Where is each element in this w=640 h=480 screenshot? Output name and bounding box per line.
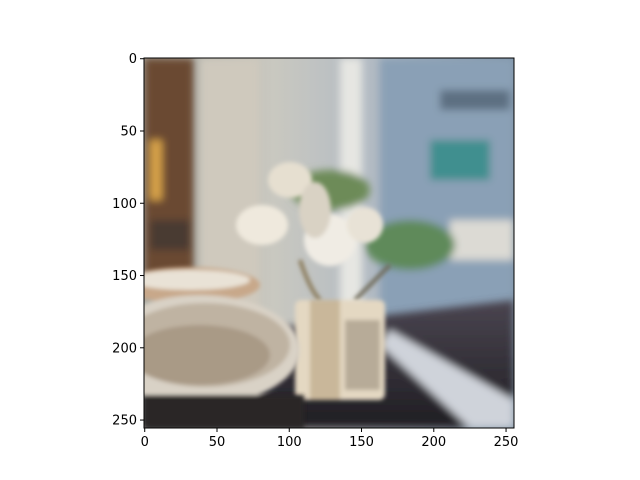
x-tick-label: 200 bbox=[421, 435, 446, 450]
x-tick-label: 0 bbox=[141, 435, 149, 450]
y-tick-label: 200 bbox=[112, 341, 137, 356]
x-tick-label: 50 bbox=[209, 435, 226, 450]
axes-frame bbox=[143, 57, 515, 429]
y-tick-label: 50 bbox=[120, 124, 137, 139]
image-content bbox=[144, 58, 514, 428]
y-tick-label: 150 bbox=[112, 269, 137, 284]
x-axis-ticks: 0 50 100 150 200 250 bbox=[141, 428, 519, 450]
y-tick-label: 100 bbox=[112, 197, 137, 212]
x-tick-label: 100 bbox=[277, 435, 302, 450]
y-tick-label: 0 bbox=[129, 52, 137, 67]
y-axis-ticks: 0 50 100 150 200 250 bbox=[112, 52, 144, 429]
x-tick-label: 250 bbox=[494, 435, 519, 450]
y-tick-label: 250 bbox=[112, 414, 137, 429]
x-tick-label: 150 bbox=[349, 435, 374, 450]
